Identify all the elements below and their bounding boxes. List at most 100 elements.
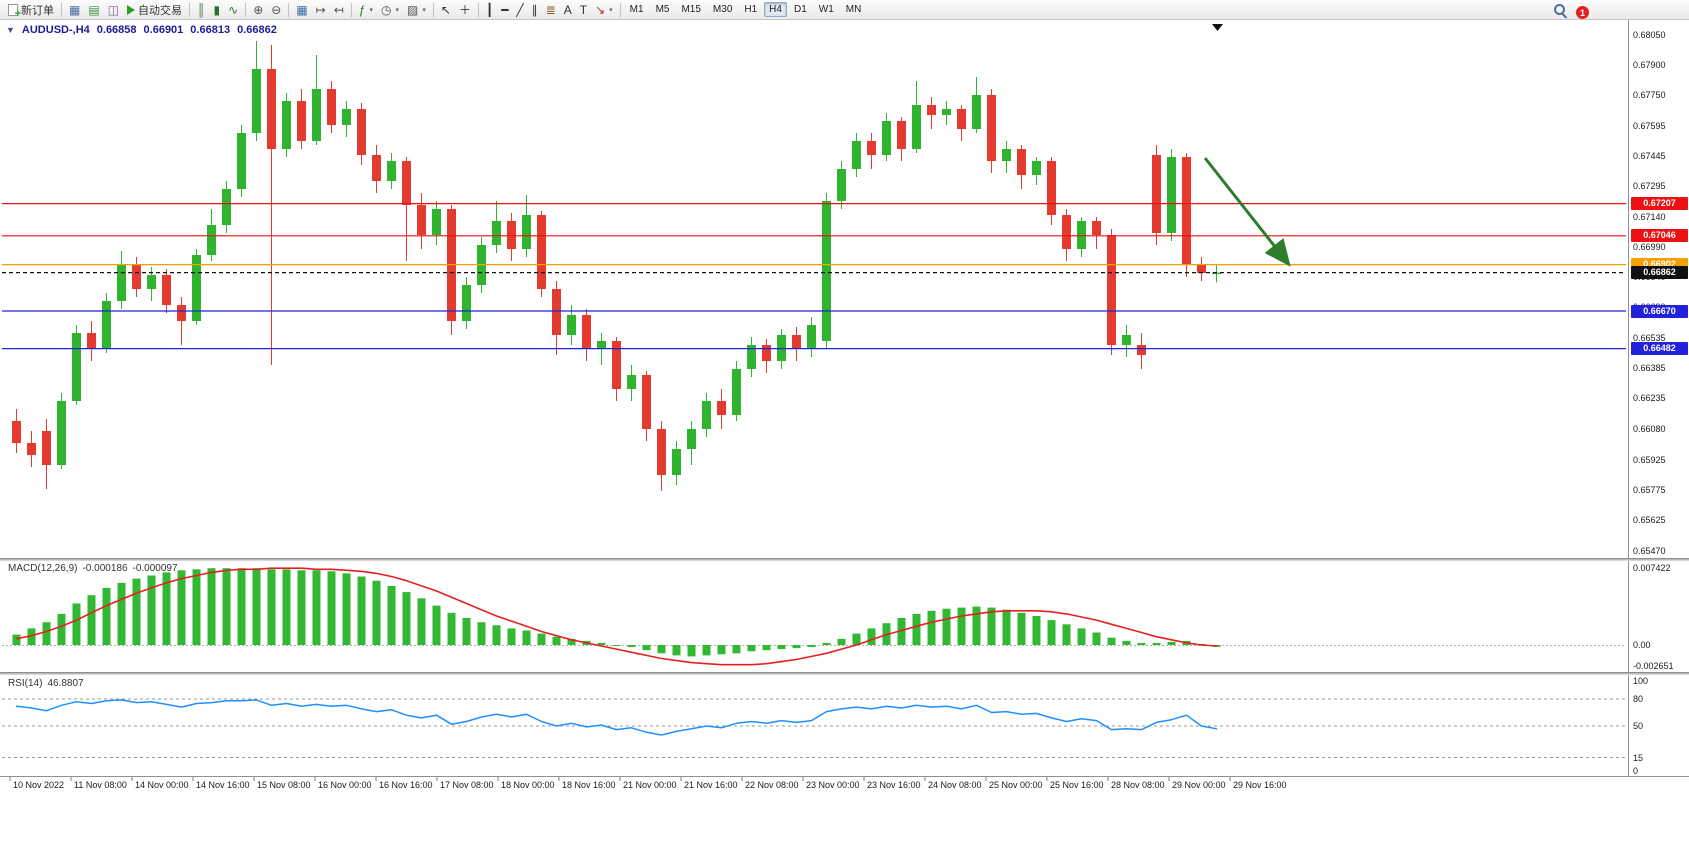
timeframe-h4[interactable]: H4	[764, 2, 787, 17]
chevron-down-icon: ▾	[609, 6, 613, 14]
macd-signal-value: -0.000097	[132, 563, 178, 574]
toolbar-separator	[432, 2, 434, 17]
chart-shift-button[interactable]: ↤	[330, 3, 348, 17]
timeframe-m15[interactable]: M15	[681, 4, 701, 15]
rsi-indicator-label: RSI(14) 46.8807	[8, 678, 89, 689]
indicators-button[interactable]: ƒ ▾	[355, 3, 377, 17]
price-level-tag[interactable]: 0.67046	[1631, 229, 1688, 243]
timeframe-h1[interactable]: H1	[744, 4, 758, 15]
shift-marker-icon	[1212, 24, 1223, 31]
fibonacci-button[interactable]: ≣	[542, 3, 560, 17]
horizontal-line-icon: ━	[501, 2, 509, 17]
toolbar-separator	[350, 2, 352, 17]
templates-button[interactable]: ▨ ▾	[403, 3, 430, 17]
ohlc-open: 0.66858	[96, 24, 137, 36]
toolbar-separator	[189, 2, 191, 17]
candlestick-button[interactable]: ▮	[210, 3, 225, 17]
auto-trading-button[interactable]: 自动交易	[123, 1, 186, 19]
profiles-icon: ▤	[88, 2, 100, 17]
zoom-out-icon: ⊖	[271, 2, 282, 17]
text-button[interactable]: A	[560, 3, 576, 17]
toolbar-right-group: 1	[1553, 3, 1589, 22]
timeframe-m30[interactable]: M30	[712, 4, 733, 15]
candlestick-icon: ▮	[213, 2, 221, 17]
toolbar-separator	[288, 2, 290, 17]
ohlc-high: 0.66901	[143, 24, 184, 36]
rsi-value: 46.8807	[47, 678, 84, 689]
auto-trading-label: 自动交易	[138, 4, 183, 17]
timeframe-mn[interactable]: MN	[845, 4, 862, 15]
profiles-button[interactable]: ▤	[84, 3, 103, 17]
zoom-out-button[interactable]: ⊖	[267, 3, 285, 17]
crosshair-button[interactable]: ＋	[455, 3, 475, 17]
periods-icon: ◷	[381, 2, 392, 17]
timeframe-bar: M1 M5 M15 M30 H1 H4 D1 W1 MN	[624, 2, 868, 17]
tile-windows-icon: ▦	[296, 2, 308, 17]
text-icon: A	[563, 2, 572, 17]
toolbar-separator	[61, 2, 62, 17]
label-button[interactable]: T	[576, 3, 591, 17]
cursor-icon: ↖	[440, 2, 451, 17]
new-order-label: 新订单	[21, 4, 54, 17]
macd-indicator-label: MACD(12,26,9) -0.000186 -0.000097	[8, 563, 183, 574]
timeframe-w1[interactable]: W1	[818, 4, 834, 15]
price-level-tag[interactable]: 0.66670	[1631, 304, 1688, 318]
new-order-button[interactable]: 新订单	[4, 1, 58, 20]
zoom-in-icon: ⊕	[253, 2, 264, 17]
trendline-button[interactable]: ╱	[512, 3, 527, 17]
timeframe-m5[interactable]: M5	[655, 4, 670, 15]
tile-windows-button[interactable]: ▦	[292, 3, 311, 17]
arrows-icon: ↘	[595, 2, 606, 17]
rsi-panel-splitter[interactable]	[0, 672, 1689, 675]
timeframe-d1[interactable]: D1	[793, 4, 807, 15]
auto-scroll-icon: ↦	[315, 2, 326, 17]
chevron-down-icon: ▾	[369, 6, 374, 14]
price-level-tag[interactable]: 0.66482	[1631, 342, 1688, 356]
macd-main-value: -0.000186	[82, 563, 128, 574]
toolbar-separator	[477, 2, 479, 17]
line-chart-button[interactable]: ∿	[224, 3, 242, 17]
data-window-button[interactable]: ◫	[104, 3, 123, 17]
one-click-trading-toggle[interactable]: ▼	[6, 25, 15, 35]
chart-shift-icon: ↤	[333, 2, 344, 17]
fibonacci-icon: ≣	[545, 2, 556, 17]
search-button[interactable]	[1553, 3, 1567, 22]
new-chart-button[interactable]: ▦	[65, 3, 84, 17]
new-chart-icon: ▦	[69, 2, 81, 17]
channel-button[interactable]: ∥	[528, 3, 542, 17]
periods-button[interactable]: ◷ ▾	[377, 3, 403, 17]
toolbar-separator	[245, 2, 247, 17]
cursor-button[interactable]: ↖	[437, 3, 455, 17]
timeframe-m1[interactable]: M1	[629, 4, 644, 15]
new-order-icon	[8, 3, 21, 20]
ohlc-low: 0.66813	[190, 24, 231, 36]
horizontal-line-button[interactable]: ━	[497, 3, 512, 17]
search-icon	[1553, 3, 1567, 17]
chart-title: ▼ AUDUSD-,H4 0.66858 0.66901 0.66813 0.6…	[6, 24, 277, 36]
data-window-icon: ◫	[107, 2, 120, 17]
macd-name: MACD(12,26,9)	[8, 563, 78, 574]
chart-plot-area[interactable]	[0, 21, 1628, 776]
price-axis[interactable]	[1629, 21, 1689, 776]
vertical-line-button[interactable]: ┃	[482, 3, 497, 17]
auto-trading-icon	[127, 4, 136, 15]
notification-badge[interactable]: 1	[1576, 6, 1589, 19]
label-icon: T	[579, 2, 588, 17]
chevron-down-icon: ▾	[422, 6, 426, 14]
time-axis[interactable]	[0, 777, 1689, 797]
chart-symbol-period: AUDUSD-,H4	[21, 24, 90, 36]
bar-chart-button[interactable]: ║	[193, 3, 210, 17]
price-level-tag[interactable]: 0.67207	[1631, 197, 1688, 211]
zoom-in-button[interactable]: ⊕	[249, 3, 267, 17]
chevron-down-icon: ▾	[395, 6, 400, 14]
toolbar-separator	[619, 2, 621, 17]
vertical-line-icon: ┃	[485, 2, 494, 17]
arrow-annotation[interactable]	[1203, 157, 1291, 267]
rsi-name: RSI(14)	[8, 678, 43, 689]
auto-scroll-button[interactable]: ↦	[312, 3, 330, 17]
macd-panel-splitter[interactable]	[0, 558, 1689, 561]
current-price-tag: 0.66862	[1631, 266, 1688, 280]
line-chart-icon: ∿	[228, 2, 239, 17]
arrows-button[interactable]: ↘ ▾	[591, 3, 617, 17]
